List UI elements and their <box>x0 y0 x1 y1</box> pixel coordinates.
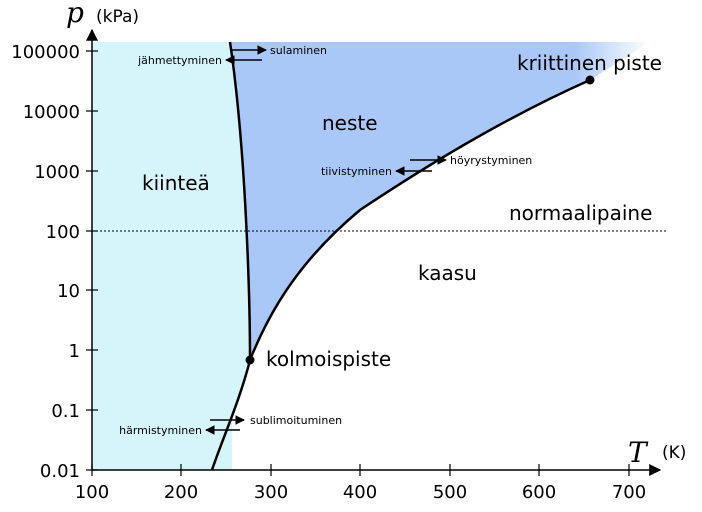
x-tick-label: 100 <box>75 482 109 503</box>
y-tick-label: 10 <box>57 281 80 302</box>
x-tick-label: 500 <box>433 482 467 503</box>
liquid-region <box>230 42 650 360</box>
y-tick-label: 1 <box>69 341 80 362</box>
normal-pressure-label: normaalipaine <box>509 201 652 225</box>
y-tick-label: 100000 <box>11 42 80 63</box>
x-tick-label: 600 <box>522 482 556 503</box>
y-tick-label: 0.1 <box>51 401 80 422</box>
y-tick-label: 0.01 <box>40 461 80 482</box>
vaporization-label: höyrystyminen <box>450 154 532 167</box>
x-tick-label: 400 <box>343 482 377 503</box>
liquid-region-label: neste <box>322 111 378 135</box>
x-ticks <box>91 464 630 476</box>
x-axis-symbol: T <box>628 436 649 469</box>
y-tick-label: 1000 <box>34 162 80 183</box>
critical-point <box>585 75 595 85</box>
triple-point <box>245 355 255 365</box>
melting-curve <box>228 41 252 361</box>
y-tick-label: 10000 <box>23 102 80 123</box>
vaporization-curve <box>248 78 591 361</box>
y-axis-symbol: p <box>66 0 84 29</box>
solid-region-label: kiinteä <box>142 171 210 195</box>
x-tick-label: 300 <box>254 482 288 503</box>
x-tick-label: 200 <box>164 482 198 503</box>
y-axis-unit: (kPa) <box>96 7 139 27</box>
melting-label: sulaminen <box>270 44 327 57</box>
y-tick-label: 100 <box>46 222 80 243</box>
x-axis-unit: (K) <box>662 443 686 463</box>
x-tick-label: 700 <box>612 482 646 503</box>
sublimation-curve <box>210 359 252 471</box>
critical-point-label: kriittinen piste <box>517 51 662 75</box>
triple-point-label: kolmoispiste <box>266 347 391 371</box>
condensation-label: tiivistyminen <box>321 165 392 178</box>
deposition-label: härmistyminen <box>119 424 202 437</box>
solid-region <box>92 42 232 470</box>
sublimation-label: sublimoituminen <box>250 414 342 427</box>
y-ticks <box>86 50 98 471</box>
gas-region-label: kaasu <box>418 261 477 285</box>
freezing-label: jähmettyminen <box>137 54 222 67</box>
